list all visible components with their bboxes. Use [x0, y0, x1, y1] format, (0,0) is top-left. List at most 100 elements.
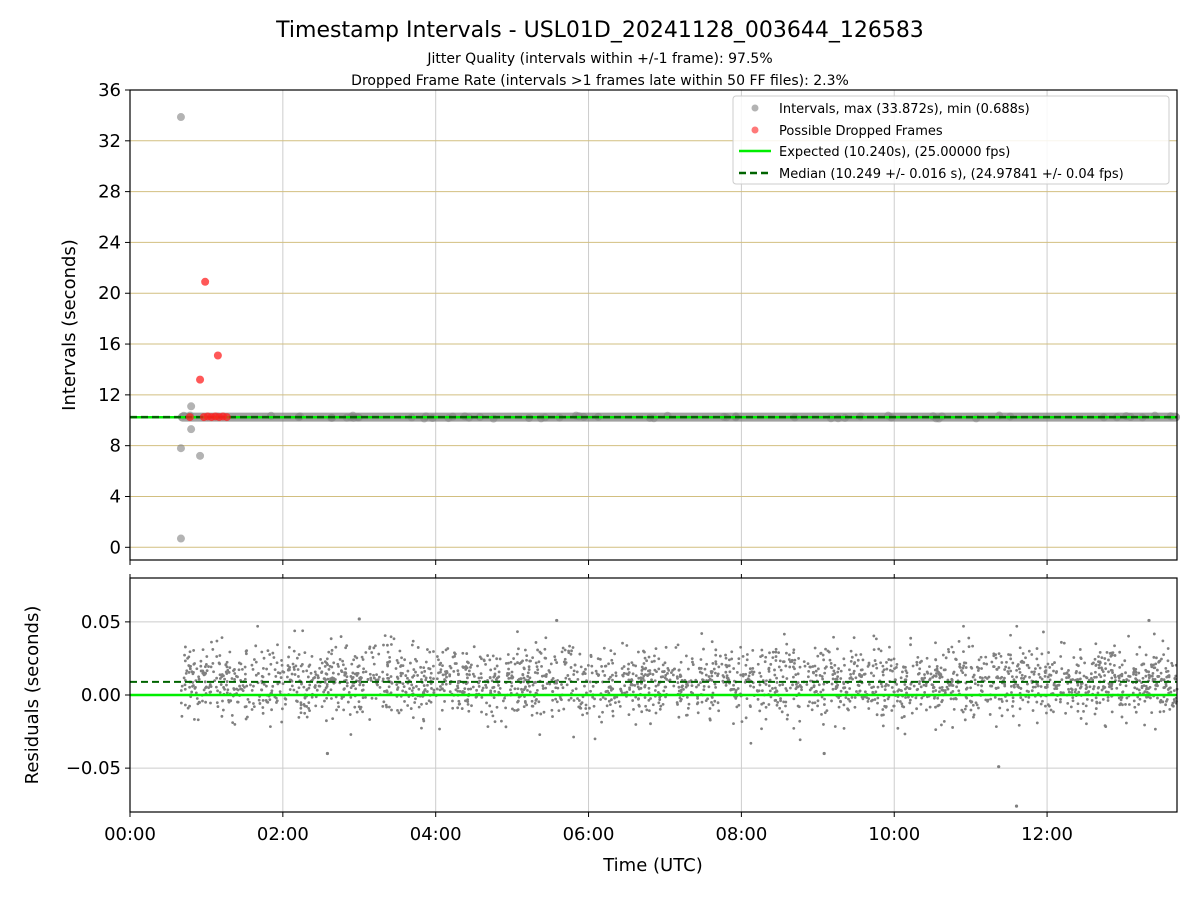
residual-point — [526, 688, 529, 692]
residual-point — [352, 684, 355, 688]
residual-point — [282, 670, 286, 674]
residual-point — [243, 677, 247, 681]
residual-point — [852, 662, 856, 666]
residual-point — [227, 670, 231, 674]
residual-point — [507, 667, 510, 671]
residual-point — [573, 663, 577, 667]
residual-point — [276, 643, 279, 647]
residual-point — [293, 673, 297, 676]
residual-point — [411, 639, 415, 643]
residual-point — [297, 675, 300, 678]
residual-point — [808, 665, 812, 669]
residual-point — [775, 681, 779, 684]
residual-point — [977, 706, 980, 710]
residual-point — [1072, 656, 1076, 659]
residual-point — [344, 671, 347, 675]
residual-point — [425, 702, 428, 706]
residual-point — [747, 674, 751, 678]
residual-point — [372, 676, 376, 680]
residual-point — [1027, 666, 1031, 670]
residual-point — [239, 687, 243, 691]
residual-point — [372, 646, 376, 650]
residual-point — [601, 695, 605, 699]
residual-point — [611, 673, 614, 677]
residual-point — [372, 662, 376, 666]
y-tick-label: 16 — [98, 334, 121, 355]
residual-point — [445, 670, 449, 673]
residual-point — [478, 679, 482, 683]
residual-point — [632, 707, 635, 711]
residual-point — [860, 675, 863, 679]
residual-point — [584, 703, 588, 707]
residual-point — [610, 658, 614, 662]
residual-point — [1040, 677, 1044, 681]
residual-point — [488, 658, 492, 662]
residual-point — [835, 677, 839, 681]
residual-point — [1117, 696, 1121, 700]
y-tick-label: 28 — [98, 182, 121, 203]
residual-point — [899, 676, 903, 680]
residual-point — [639, 676, 643, 680]
residual-point — [401, 689, 405, 693]
residual-point — [540, 674, 544, 678]
residual-point — [1017, 723, 1021, 727]
residual-point — [691, 660, 694, 664]
residual-point — [528, 690, 532, 694]
residual-point — [655, 670, 658, 674]
residual-point — [1074, 688, 1078, 691]
residual-point — [1111, 671, 1114, 674]
residual-point — [476, 664, 479, 668]
residual-point — [341, 663, 345, 667]
residual-point — [233, 672, 237, 675]
residual-point — [544, 656, 548, 660]
residual-point — [396, 708, 399, 712]
residual-point — [451, 655, 455, 659]
residual-point — [1076, 709, 1080, 713]
residual-point — [361, 670, 365, 674]
residual-point — [589, 689, 592, 693]
residual-point — [270, 689, 274, 693]
residual-point — [515, 652, 519, 656]
residual-point — [962, 664, 966, 668]
residual-point — [873, 659, 877, 662]
residual-point — [488, 704, 492, 708]
residual-point — [523, 686, 527, 690]
residual-point — [904, 669, 908, 673]
residual-point — [1036, 663, 1040, 667]
residual-point — [652, 659, 656, 663]
residual-point — [1158, 710, 1162, 714]
x-tick-label: 12:00 — [1021, 824, 1073, 845]
residual-point — [1067, 669, 1070, 672]
residual-point — [852, 672, 855, 675]
residual-point — [849, 676, 853, 679]
residual-point — [788, 665, 792, 669]
residual-point — [1000, 661, 1004, 664]
residual-point — [965, 696, 969, 700]
residual-point — [224, 663, 228, 666]
residual-point — [744, 663, 748, 667]
residual-point — [327, 650, 331, 654]
residual-point — [279, 676, 283, 679]
residual-point — [892, 704, 896, 708]
residual-point — [822, 723, 825, 726]
residual-point — [1131, 691, 1135, 695]
residual-point — [1097, 660, 1100, 664]
residual-point — [1137, 688, 1141, 692]
residual-point — [756, 697, 760, 701]
residual-point — [768, 678, 772, 682]
residual-point — [1021, 652, 1025, 655]
residual-point — [768, 651, 771, 655]
residual-point — [607, 677, 611, 681]
residual-point — [215, 701, 219, 705]
residual-point — [506, 672, 509, 675]
residual-point — [1059, 655, 1063, 658]
residual-point — [560, 650, 564, 654]
residual-point — [308, 663, 312, 667]
residual-point — [497, 670, 501, 674]
residual-point — [800, 688, 803, 692]
residual-point — [836, 647, 839, 651]
residual-point — [1145, 690, 1149, 694]
residual-point — [486, 654, 490, 657]
residual-point — [885, 667, 889, 671]
residual-point — [681, 684, 684, 688]
